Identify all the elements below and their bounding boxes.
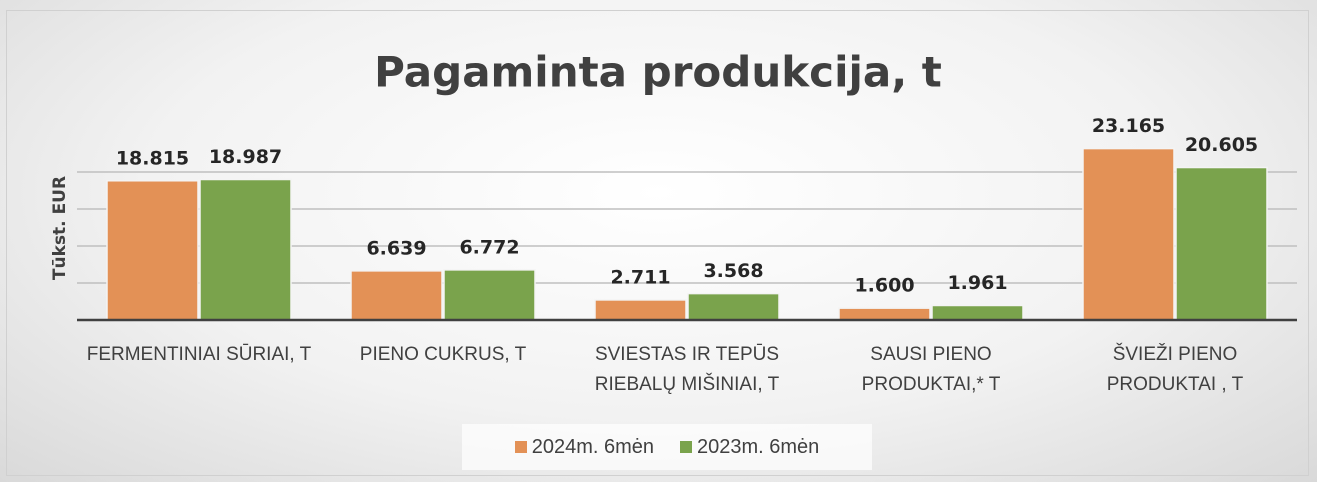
x-tick-label: SAUSI PIENO PRODUKTAI,* T	[861, 344, 1001, 395]
bar	[838, 307, 931, 321]
data-label: 18.987	[209, 146, 282, 168]
bar	[199, 178, 292, 321]
y-axis-label: Tūkst. EUR	[50, 176, 70, 280]
bar	[1082, 147, 1175, 321]
bar	[931, 304, 1024, 321]
legend-swatch	[680, 441, 692, 453]
data-label: 6.639	[366, 237, 426, 259]
legend-item: 2024m. 6mėn	[514, 435, 654, 459]
bar	[106, 180, 199, 321]
data-label: 20.605	[1185, 134, 1258, 156]
data-label: 1.600	[854, 275, 914, 297]
bar	[443, 269, 536, 321]
legend: 2024m. 6mėn 2023m. 6mėn	[462, 424, 872, 470]
data-label: 1.961	[947, 272, 1007, 294]
data-label: 3.568	[703, 260, 763, 282]
bar	[1175, 166, 1268, 321]
data-label: 18.815	[116, 147, 189, 169]
legend-item: 2023m. 6mėn	[680, 436, 819, 459]
legend-swatch	[514, 441, 527, 453]
x-tick-label: ŠVIEŽI PIENO PRODUKTAI , T	[1106, 344, 1244, 395]
chart-title: Pagaminta produkcija, t	[374, 48, 942, 97]
x-tick-label: PIENO CUKRUS, T	[359, 344, 527, 365]
bar	[350, 270, 443, 321]
legend-label: 2024m. 6mėn	[531, 435, 654, 458]
data-label: 23.165	[1092, 115, 1165, 137]
data-label: 6.772	[459, 236, 519, 258]
bar	[687, 292, 780, 321]
data-label: 2.711	[610, 266, 670, 288]
x-tick-label: FERMENTINIAI SŪRIAI, T	[86, 344, 312, 365]
x-tick-label: SVIESTAS IR TEPŪS RIEBALŲ MIŠINIAI, T	[594, 344, 780, 395]
legend-label: 2023m. 6mėn	[697, 435, 820, 458]
bar	[594, 299, 687, 321]
chart-frame	[6, 10, 1309, 476]
